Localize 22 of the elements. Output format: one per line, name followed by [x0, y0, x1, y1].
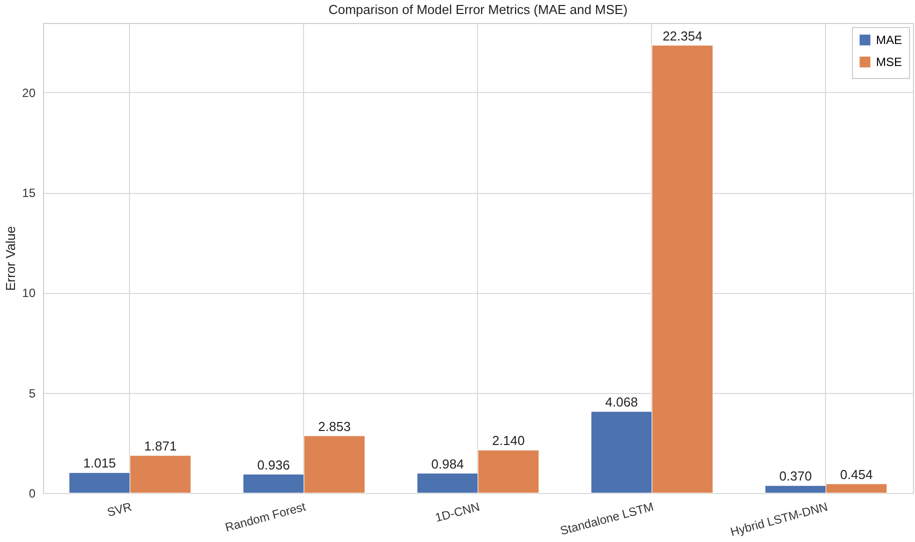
x-tick-label: SVR — [106, 499, 134, 520]
y-tick-label: 5 — [28, 386, 36, 400]
y-tick-label: 20 — [22, 86, 36, 100]
data-label: 22.354 — [662, 28, 702, 44]
data-label: 2.853 — [318, 418, 351, 434]
data-label: 0.936 — [257, 457, 290, 472]
data-label: 0.454 — [840, 466, 873, 482]
x-tick-label: Random Forest — [224, 499, 308, 534]
legend-label: MAE — [876, 33, 902, 47]
data-label: 0.370 — [779, 468, 812, 484]
y-axis-title: Error Value — [3, 226, 18, 291]
data-label: 4.068 — [605, 394, 638, 410]
y-tick-label: 10 — [22, 286, 36, 300]
data-label: 2.140 — [492, 433, 525, 448]
data-label: 1.015 — [83, 456, 116, 471]
y-tick-label: 15 — [22, 186, 36, 200]
legend-label: MSE — [876, 55, 902, 69]
data-label: 1.871 — [144, 438, 177, 454]
chart-title: Comparison of Model Error Metrics (MAE and MSE) — [328, 2, 628, 17]
data-label: 0.984 — [431, 456, 464, 472]
y-tick-label: 0 — [28, 486, 36, 500]
x-tick-label: 1D-CNN — [434, 500, 482, 525]
